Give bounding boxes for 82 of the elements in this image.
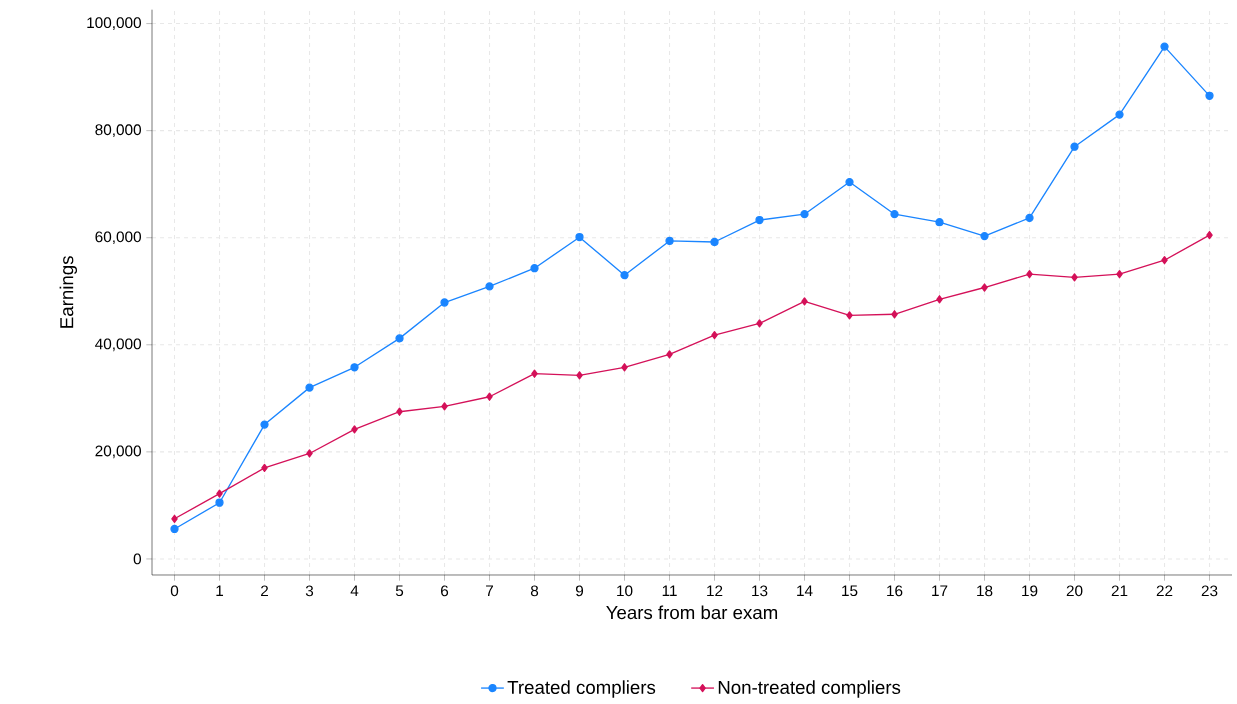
- x-tick-label: 14: [797, 585, 813, 596]
- x-tick-label: 5: [395, 585, 404, 597]
- point: [1206, 230, 1213, 240]
- point: [261, 463, 268, 473]
- point: [396, 407, 403, 416]
- y-tick-label: 60,000: [95, 231, 141, 245]
- point: [620, 271, 629, 280]
- x-tick-label: 10: [617, 585, 633, 597]
- point: [440, 298, 449, 307]
- point: [216, 489, 223, 498]
- x-tick-label: 4: [350, 585, 359, 596]
- point: [350, 363, 359, 372]
- point: [1071, 273, 1078, 282]
- x-tick-label: 9: [575, 585, 584, 597]
- point: [800, 210, 809, 219]
- x-tick-label: 20: [1066, 585, 1083, 597]
- point: [755, 215, 764, 225]
- y-tick-label: 40,000: [95, 338, 141, 352]
- x-tick-label: 12: [707, 585, 723, 597]
- y-tick-label: 80,000: [95, 124, 141, 137]
- point: [621, 363, 628, 372]
- y-tick-label: 20,000: [95, 445, 141, 459]
- point: [711, 331, 718, 340]
- point: [306, 449, 313, 458]
- x-tick-label: 21: [1111, 585, 1128, 597]
- point: [710, 237, 719, 247]
- point: [260, 420, 269, 429]
- point: [846, 311, 853, 320]
- x-tick-label: 16: [887, 585, 903, 597]
- x-axis-title: Years from bar exam: [606, 605, 778, 620]
- x-tick-label: 7: [486, 585, 493, 596]
- x-tick-label: 3: [305, 585, 314, 597]
- point: [845, 177, 854, 187]
- point: [485, 282, 494, 291]
- point: [801, 297, 808, 306]
- point: [1161, 256, 1168, 265]
- point: [756, 319, 763, 328]
- point: [170, 524, 179, 534]
- x-tick-label: 17: [932, 585, 948, 596]
- point: [666, 350, 673, 359]
- point: [891, 310, 898, 319]
- point: [351, 425, 358, 434]
- point: [936, 295, 943, 304]
- point: [395, 334, 404, 343]
- point: [530, 264, 539, 273]
- point: [1160, 42, 1169, 51]
- x-tick-label: 15: [842, 585, 858, 597]
- x-tick-label: 19: [1022, 585, 1038, 597]
- legend-label: Non-treated compliers: [718, 680, 901, 698]
- point: [215, 498, 224, 507]
- point: [441, 402, 448, 411]
- x-tick-label: 6: [441, 585, 449, 597]
- point: [1025, 213, 1034, 223]
- y-tick-label: 100,000: [87, 17, 141, 30]
- point: [1205, 91, 1214, 100]
- point: [981, 283, 988, 292]
- x-tick-label: 2: [261, 585, 268, 597]
- point: [1116, 270, 1123, 279]
- x-tick-label: 0: [170, 585, 179, 597]
- legend-label: Treated compliers: [507, 680, 656, 698]
- x-tick-label: 22: [1156, 585, 1173, 597]
- x-tick-label: 11: [662, 585, 677, 596]
- point: [576, 371, 583, 380]
- point: [890, 210, 899, 219]
- point: [305, 383, 314, 392]
- x-tick-label: 13: [752, 585, 768, 597]
- point: [171, 514, 178, 523]
- point: [935, 218, 944, 227]
- point: [980, 231, 989, 241]
- y-tick-label: 0: [133, 553, 141, 565]
- point: [575, 233, 584, 242]
- x-tick-label: 1: [216, 585, 224, 596]
- y-axis-title: Earnings: [59, 256, 78, 328]
- x-tick-label: 23: [1201, 585, 1218, 597]
- point: [1070, 142, 1079, 151]
- x-tick-label: 18: [977, 585, 993, 597]
- point: [486, 392, 493, 401]
- point: [531, 369, 538, 378]
- point: [1026, 270, 1033, 279]
- point: [1115, 110, 1124, 119]
- x-tick-label: 8: [530, 585, 539, 597]
- point: [665, 236, 674, 246]
